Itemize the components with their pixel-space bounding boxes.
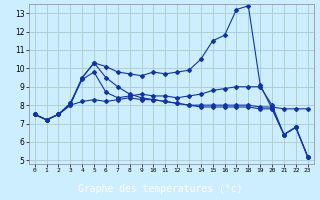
Text: Graphe des températures (°c): Graphe des températures (°c): [78, 183, 242, 194]
